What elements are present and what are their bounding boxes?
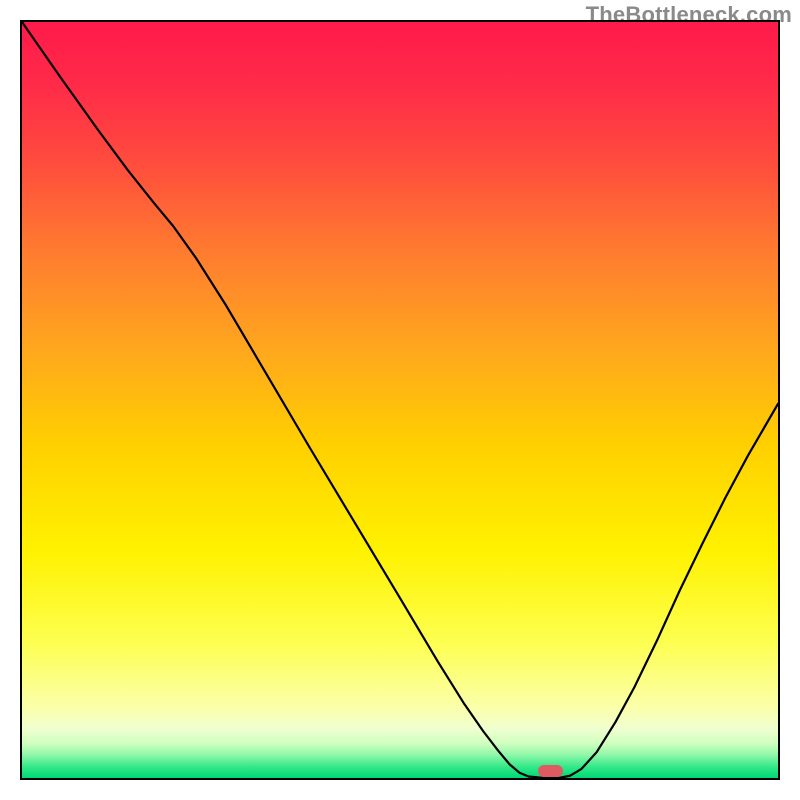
plot-frame <box>20 20 780 780</box>
bottleneck-curve <box>22 22 778 778</box>
optimum-marker <box>538 765 563 776</box>
canvas: TheBottleneck.com <box>0 0 800 800</box>
